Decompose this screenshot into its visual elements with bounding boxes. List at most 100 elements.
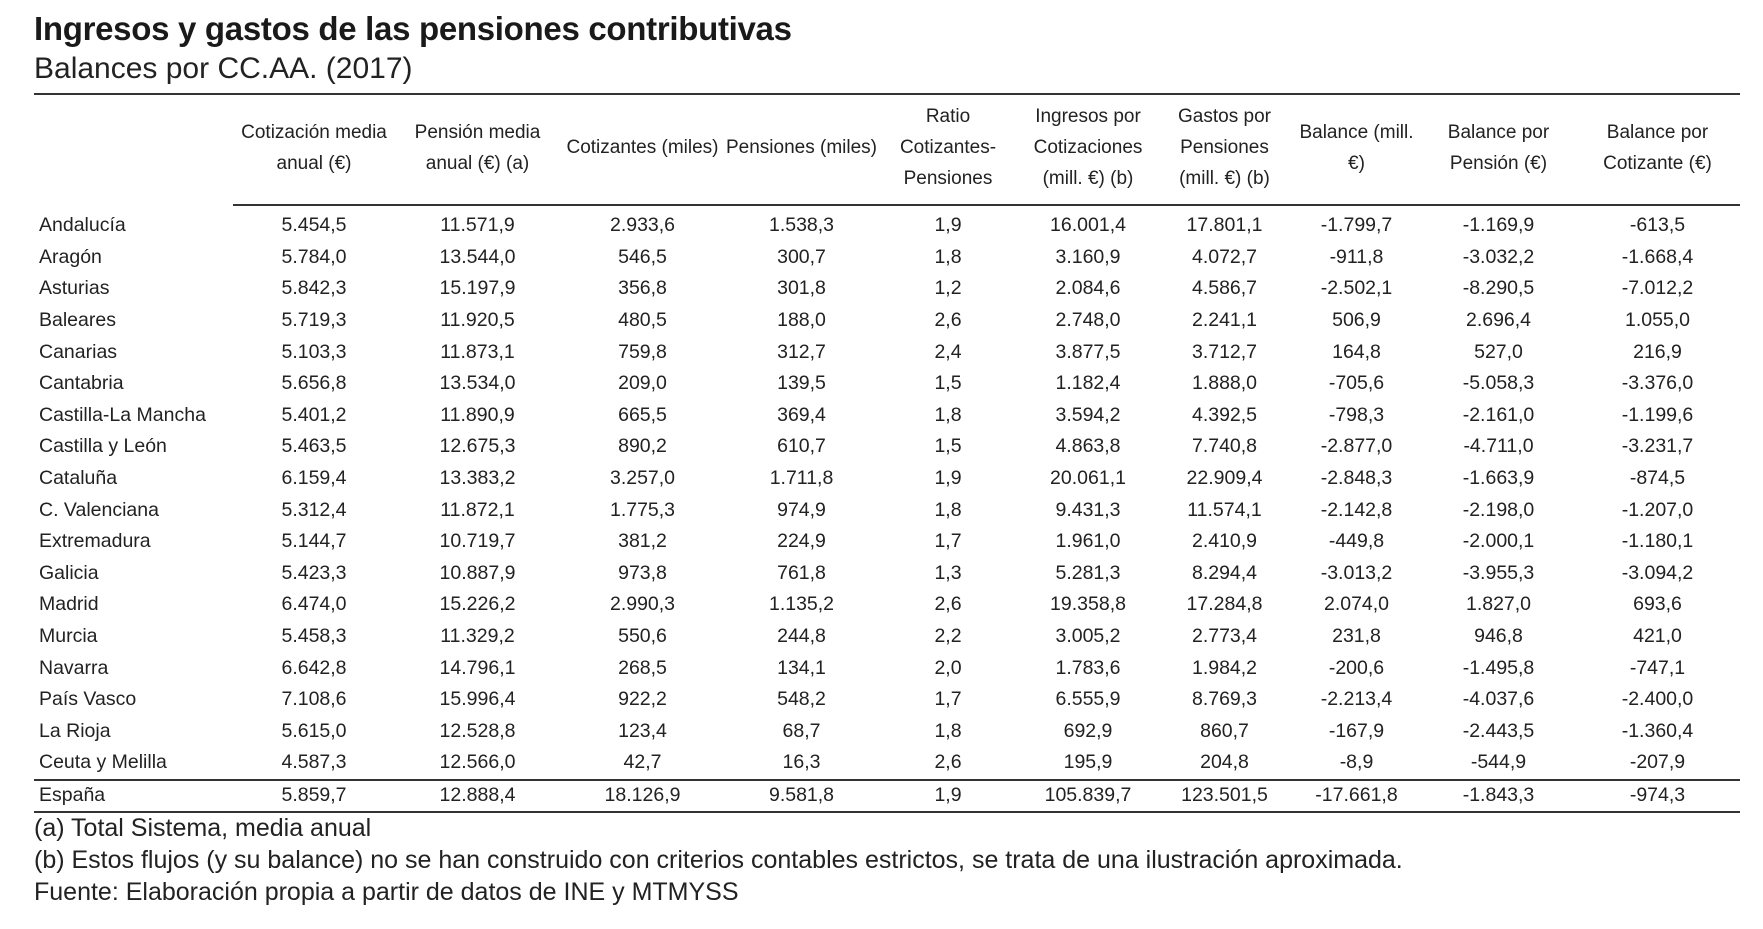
footnote-b: (b) Estos flujos (y su balance) no se ha… bbox=[34, 846, 1403, 874]
table-cell: 204,8 bbox=[1200, 751, 1249, 774]
table-cell: 2.410,9 bbox=[1191, 530, 1258, 553]
table-cell: 1,8 bbox=[934, 498, 962, 521]
table-cell: 216,9 bbox=[1633, 340, 1682, 363]
table-cell: 1.961,0 bbox=[1055, 530, 1121, 553]
table-cell: 5.784,0 bbox=[281, 245, 347, 268]
table-row: Navarra 6.642,8 14.796,1 268,5 134,1 2,0 1.783… bbox=[34, 652, 1740, 684]
table-cell: 4.392,5 bbox=[1191, 403, 1258, 426]
table-cell: -1.799,7 bbox=[1320, 214, 1393, 237]
table-cell: 1.055,0 bbox=[1624, 309, 1691, 332]
table-cell: 1.711,8 bbox=[769, 467, 834, 490]
table-cell: -7.012,2 bbox=[1621, 277, 1694, 300]
table-cell: -1.169,9 bbox=[1462, 214, 1535, 237]
table-cell: 1.888,0 bbox=[1191, 372, 1258, 395]
table-cell: 12.888,4 bbox=[395, 778, 560, 813]
table-cell: -705,6 bbox=[1328, 372, 1385, 395]
table-cell: 15.197,9 bbox=[439, 277, 516, 300]
source-note: Fuente: Elaboración propia a partir de d… bbox=[34, 878, 739, 906]
table-cell: -2.502,1 bbox=[1320, 277, 1393, 300]
table-cell: -1.668,4 bbox=[1621, 245, 1694, 268]
table-cell: 12.675,3 bbox=[439, 435, 516, 458]
table-cell: 18.126,9 bbox=[560, 778, 725, 813]
table-cell: -2.400,0 bbox=[1621, 688, 1694, 711]
table-row: Aragón 5.784,0 13.544,0 546,5 300,7 1,8 3.160,… bbox=[34, 242, 1740, 274]
row-label: Cantabria bbox=[39, 372, 124, 395]
table-cell: 11.872,1 bbox=[440, 498, 515, 521]
table-cell: 356,8 bbox=[618, 277, 667, 300]
table-cell: 8.769,3 bbox=[1191, 688, 1258, 711]
table-cell: 369,4 bbox=[777, 403, 826, 426]
table-cell: 1,5 bbox=[934, 435, 962, 458]
total-row: España 5.859,7 12.888,4 18.126,9 9.581,8 1,9 1… bbox=[34, 778, 1740, 813]
table-cell: 22.909,4 bbox=[1186, 467, 1263, 490]
table-cell: 1,8 bbox=[934, 403, 962, 426]
table-cell: 1,7 bbox=[934, 530, 962, 553]
table-cell: 17.284,8 bbox=[1186, 593, 1263, 616]
table-cell: -207,9 bbox=[1629, 751, 1686, 774]
table-cell: -2.848,3 bbox=[1320, 467, 1393, 490]
table-cell: 139,5 bbox=[777, 372, 826, 395]
row-label: Madrid bbox=[39, 593, 99, 616]
table-cell: 5.454,5 bbox=[281, 214, 347, 237]
table-cell: -167,9 bbox=[1328, 719, 1385, 742]
table-cell: -1.207,0 bbox=[1621, 498, 1694, 521]
row-label: Castilla-La Mancha bbox=[39, 403, 206, 426]
row-label: Asturias bbox=[39, 277, 110, 300]
table-cell: 195,9 bbox=[1063, 751, 1113, 774]
table-cell: -544,9 bbox=[1470, 751, 1527, 774]
table-cell: 610,7 bbox=[777, 435, 826, 458]
table-cell: 860,7 bbox=[1200, 719, 1249, 742]
column-header: Balance por Pensión (€) bbox=[1422, 94, 1575, 206]
table-cell: -911,8 bbox=[1329, 245, 1384, 268]
table-cell: 17.801,1 bbox=[1186, 214, 1263, 237]
table-cell: 5.144,7 bbox=[281, 530, 347, 553]
table-cell: 2.241,1 bbox=[1191, 309, 1258, 332]
table-cell: 973,8 bbox=[618, 561, 667, 584]
table-row: Andalucía 5.454,5 11.571,9 2.933,6 1.538,3 1,… bbox=[34, 205, 1740, 242]
table-cell: 527,0 bbox=[1474, 340, 1523, 363]
table-cell: 14.796,1 bbox=[439, 656, 516, 679]
table-cell: 3.005,2 bbox=[1055, 625, 1121, 648]
table-cell: 12.528,8 bbox=[439, 719, 516, 742]
table-cell: 550,6 bbox=[618, 625, 667, 648]
row-label: Cataluña bbox=[39, 467, 118, 490]
table-cell: 546,5 bbox=[618, 245, 667, 268]
table-row: C. Valenciana 5.312,4 11.872,1 1.775,3 974,9… bbox=[34, 494, 1740, 526]
table-cell: 7.108,6 bbox=[281, 688, 347, 711]
table-cell: 3.877,5 bbox=[1055, 340, 1121, 363]
row-label: Andalucía bbox=[39, 213, 126, 236]
row-label: Canarias bbox=[39, 340, 118, 363]
table-row: Cantabria 5.656,8 13.534,0 209,0 139,5 1,5 1.1… bbox=[34, 368, 1740, 400]
table-cell: 1.135,2 bbox=[768, 593, 835, 616]
table-cell: 506,9 bbox=[1332, 309, 1381, 332]
table-cell: -3.013,2 bbox=[1320, 561, 1393, 584]
table-cell: 16,3 bbox=[782, 751, 821, 774]
table-cell: 2.696,4 bbox=[1465, 309, 1532, 332]
table-cell: 1.538,3 bbox=[768, 214, 835, 237]
table-cell: 5.842,3 bbox=[281, 277, 347, 300]
pensions-table: Cotización media anual (€) Pensión media … bbox=[34, 93, 1740, 813]
table-cell: -5.058,3 bbox=[1462, 372, 1535, 395]
row-label: Baleares bbox=[39, 309, 116, 332]
column-header: Pensiones (miles) bbox=[725, 94, 878, 206]
page-title: Ingresos y gastos de las pensiones contr… bbox=[34, 10, 792, 47]
table-cell: -1.199,6 bbox=[1621, 403, 1694, 426]
table-cell: 5.401,2 bbox=[281, 403, 347, 426]
column-header: Ingresos por Cotizaciones (mill. €) (b) bbox=[1018, 94, 1158, 206]
table-cell: 3.594,2 bbox=[1055, 403, 1121, 426]
table-cell: 11.873,1 bbox=[440, 340, 515, 363]
row-label: Extremadura bbox=[39, 530, 151, 553]
table-cell: 548,2 bbox=[777, 688, 826, 711]
table-cell: -1.495,8 bbox=[1462, 656, 1535, 679]
table-cell: 13.544,0 bbox=[439, 245, 516, 268]
table-cell: 2,4 bbox=[934, 340, 962, 363]
table-cell: -449,8 bbox=[1328, 530, 1385, 553]
table-cell: 693,6 bbox=[1633, 593, 1682, 616]
table-cell: -1.180,1 bbox=[1621, 530, 1694, 553]
table-cell: 15.226,2 bbox=[439, 593, 516, 616]
table-cell: 4.863,8 bbox=[1055, 435, 1121, 458]
table-row: Cataluña 6.159,4 13.383,2 3.257,0 1.711,8 1,9… bbox=[34, 463, 1740, 495]
table-cell: 1.783,6 bbox=[1055, 656, 1121, 679]
table-cell: 7.740,8 bbox=[1191, 435, 1258, 458]
table-cell: 890,2 bbox=[618, 435, 667, 458]
